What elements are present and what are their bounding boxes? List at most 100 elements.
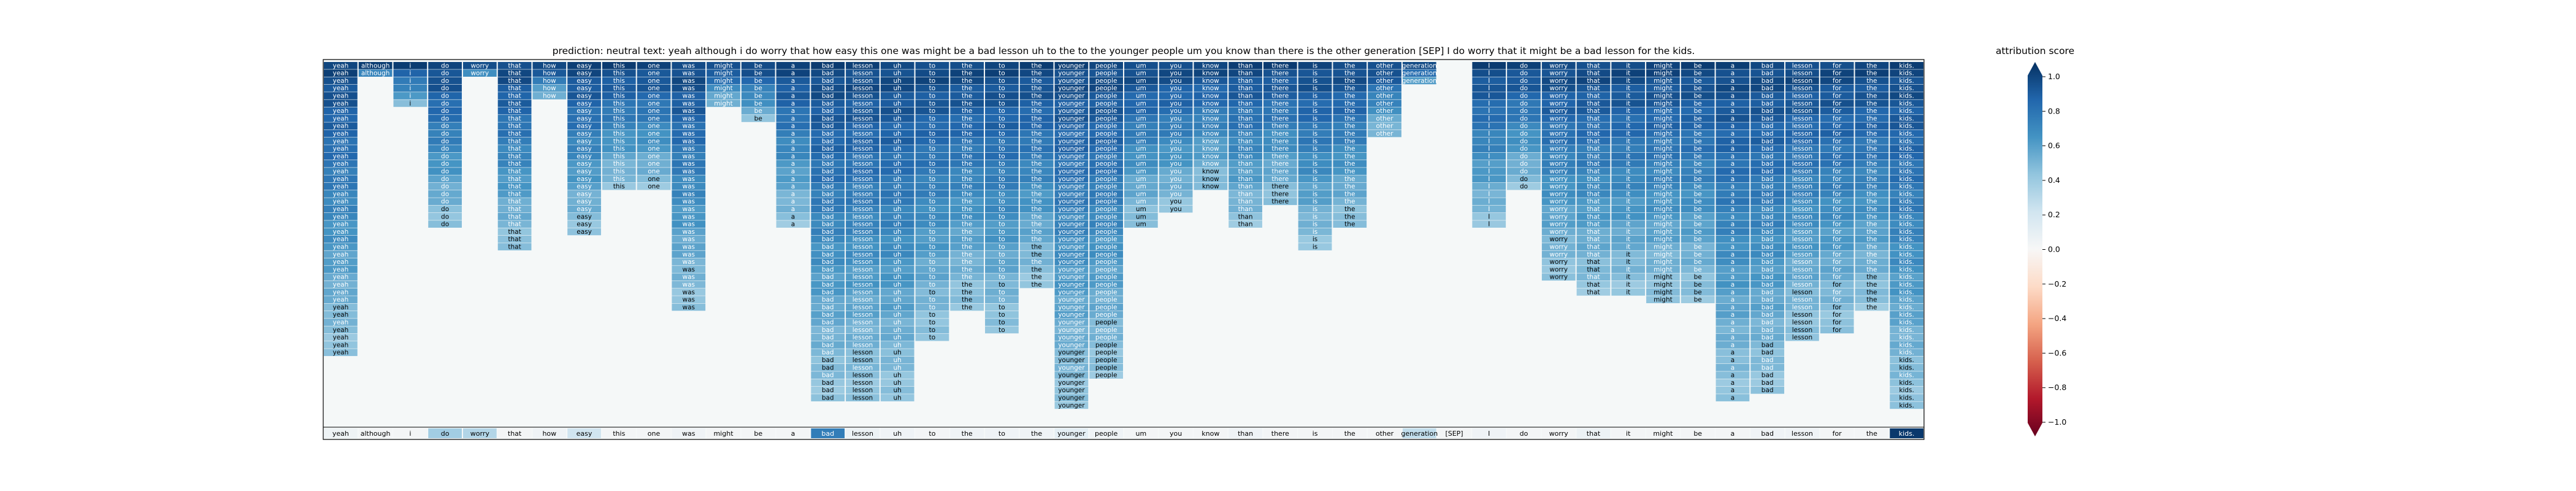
cell-token-label: that [1587,266,1600,273]
cell-token-label: younger [1058,402,1085,409]
cell-token-label: yeah [332,190,348,198]
cell-token-label: that [1587,251,1600,258]
heatmap-cell [1785,228,1819,236]
heatmap-cell [915,213,949,220]
cell-token-label: kids. [1899,395,1914,402]
heatmap-cell [1229,190,1262,198]
cell-token-label: that [1587,62,1600,69]
heatmap-cell [950,168,984,175]
cell-token-label: than [1238,77,1253,85]
cell-token-label: be [1694,62,1702,69]
heatmap-cell [1611,273,1646,281]
cell-token-label: um [1136,115,1146,122]
heatmap-cell [1054,386,1089,394]
cell-token-label: is [1313,198,1317,206]
heatmap-cell [1576,243,1611,250]
heatmap-cell [1402,62,1436,69]
token-label: kids. [1899,430,1915,438]
heatmap-cell [1124,168,1158,175]
heatmap-cell [428,92,462,99]
heatmap-cell [985,107,1019,115]
heatmap-cell [672,77,706,85]
cell-token-label: to [929,137,936,145]
heatmap-cell [1681,168,1715,175]
cell-token-label: people [1095,160,1117,168]
heatmap-cell [1089,62,1123,69]
cell-token-label: it [1626,258,1630,266]
cell-token-label: kids. [1899,387,1914,394]
heatmap-cell [324,333,358,341]
cell-token-label: people [1095,107,1117,115]
cell-token-label: younger [1058,221,1085,228]
cell-token-label: bad [822,236,834,243]
heatmap-cell [1507,160,1541,168]
cell-token-label: younger [1058,357,1085,364]
cell-token-label: there [1271,100,1289,107]
heatmap-cell [1541,152,1576,160]
heatmap-cell [637,62,671,69]
heatmap-cell [672,288,706,296]
heatmap-cell [811,205,845,213]
heatmap-cell [497,228,532,236]
cell-token-label: I [1488,130,1490,137]
heatmap-cell [1472,160,1506,168]
cell-token-label: do [1520,93,1528,100]
heatmap-cell [1750,326,1785,334]
heatmap-cell [1472,107,1506,115]
heatmap-cell [1124,107,1158,115]
cell-token-label: yeah [332,115,348,122]
heatmap-cell [1820,198,1854,206]
heatmap-cell [846,371,880,379]
heatmap-cell [1576,273,1611,281]
cell-token-label: the [1344,85,1355,92]
cell-token-label: how [543,85,556,92]
heatmap-cell [1820,130,1854,137]
cell-token-label: this [613,93,625,100]
cell-token-label: do [441,145,449,153]
cell-token-label: do [1520,123,1528,130]
heatmap-cell [1054,250,1089,258]
heatmap-cell [880,243,914,250]
heatmap-cell [1785,69,1819,77]
heatmap-cell [1750,250,1785,258]
heatmap-cell [1855,273,1889,281]
token-label: you [1170,430,1182,438]
cell-token-label: that [1587,176,1600,183]
heatmap-cell [1611,175,1646,183]
heatmap-cell [1507,92,1541,99]
heatmap-cell [1333,160,1367,168]
heatmap-cell [637,137,671,145]
cell-token-label: be [1694,160,1702,168]
cell-token-label: people [1095,258,1117,266]
cell-token-label: bad [822,160,834,168]
cell-token-label: kids. [1899,70,1914,77]
heatmap-cell [1785,115,1819,122]
heatmap-cell [1646,190,1680,198]
cell-token-label: might [1654,206,1673,213]
heatmap-cell [1785,152,1819,160]
heatmap-cell [1472,137,1506,145]
heatmap-cell [950,303,984,311]
cell-token-label: the [962,100,972,107]
heatmap-cell [880,280,914,288]
cell-token-label: for [1833,160,1842,168]
heatmap-cell [1472,92,1506,99]
cell-token-label: younger [1058,160,1085,168]
cell-token-label: one [648,62,660,69]
cell-token-label: to [999,176,1005,183]
heatmap-cell [1715,122,1750,130]
cell-token-label: be [1694,274,1702,281]
heatmap-cell [1715,326,1750,334]
cell-token-label: know [1202,70,1219,77]
heatmap-cell [532,92,567,99]
cell-token-label: the [1032,168,1042,176]
heatmap-cell [1611,258,1646,266]
attribution-cell [637,428,671,438]
cell-token-label: kids. [1899,213,1914,220]
cell-token-label: the [962,296,972,304]
heatmap-cell [811,341,845,349]
cell-token-label: um [1136,190,1146,198]
cell-token-label: you [1170,183,1181,190]
heatmap-cell [1541,122,1576,130]
cell-token-label: people [1095,183,1117,190]
